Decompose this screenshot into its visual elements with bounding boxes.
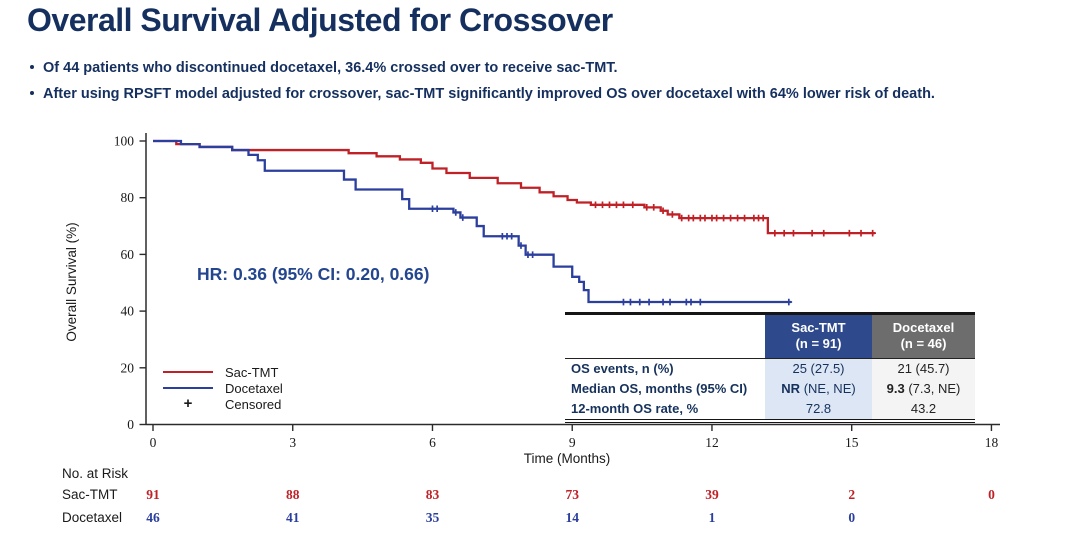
risk-count-sac-tmt: 83 — [425, 487, 440, 502]
y-tick-label: 0 — [127, 417, 134, 432]
legend: Sac-TMT Docetaxel + Censored — [163, 364, 283, 412]
risk-row-label-docetaxel: Docetaxel — [62, 510, 123, 525]
bullet-list: Of 44 patients who discontinued docetaxe… — [30, 60, 935, 111]
legend-item-sac-tmt: Sac-TMT — [163, 364, 283, 380]
page-title: Overall Survival Adjusted for Crossover — [27, 2, 613, 38]
risk-count-docetaxel: 1 — [708, 510, 716, 525]
summary-header-docetaxel: Docetaxel (n = 46) — [872, 315, 975, 358]
km-curve-docetaxel — [153, 139, 792, 304]
x-tick-label: 3 — [289, 435, 296, 450]
arm-name: Docetaxel — [892, 320, 955, 335]
axes — [145, 133, 1000, 426]
summary-cell: 21 (45.7) — [872, 358, 975, 379]
x-axis-title: Time (Months) — [524, 451, 611, 466]
y-tick-label: 20 — [121, 360, 135, 375]
x-tick-label: 12 — [705, 435, 719, 450]
bullet-text: Of 44 patients who discontinued docetaxe… — [43, 60, 618, 76]
risk-count-docetaxel: 0 — [848, 510, 856, 525]
risk-count-sac-tmt: 0 — [988, 487, 995, 502]
risk-count-sac-tmt: 73 — [565, 487, 579, 502]
hr-annotation: HR: 0.36 (95% CI: 0.20, 0.66) — [197, 264, 430, 284]
risk-count-docetaxel: 46 — [146, 510, 160, 525]
y-tick-label: 40 — [121, 304, 135, 319]
y-tick-label: 100 — [114, 134, 135, 149]
censor-marks-sac-tmt — [592, 201, 876, 237]
summary-row: Median OS, months (95% CI) NR (NE, NE) 9.3… — [565, 378, 975, 399]
summary-cell: 9.3 (7.3, NE) — [872, 378, 975, 399]
summary-cell: 43.2 — [872, 398, 975, 419]
summary-cell: 72.8 — [765, 398, 872, 419]
arm-n: (n = 46) — [900, 336, 947, 352]
risk-table-title: No. at Risk — [62, 466, 129, 481]
bullet-text: After using RPSFT model adjusted for cro… — [43, 85, 935, 102]
summary-header-sac-tmt: Sac-TMT (n = 91) — [765, 315, 872, 358]
arm-name: Sac-TMT — [791, 320, 846, 335]
bullet-item: Of 44 patients who discontinued docetaxe… — [30, 60, 935, 77]
legend-label: Sac-TMT — [225, 364, 279, 380]
y-tick-label: 60 — [121, 247, 135, 262]
summary-row: 12-month OS rate, % 72.8 43.2 — [565, 398, 975, 419]
summary-header-empty — [565, 315, 765, 358]
legend-label: Censored — [225, 396, 282, 412]
risk-count-docetaxel: 41 — [285, 510, 300, 525]
os-summary-table: Sac-TMT (n = 91) Docetaxel (n = 46) OS event… — [565, 312, 975, 423]
risk-count-sac-tmt: 2 — [848, 487, 856, 502]
legend-label: Docetaxel — [225, 380, 283, 396]
censored-plus-icon: + — [183, 395, 193, 412]
docetaxel-line-swatch-icon — [163, 386, 213, 390]
x-tick-label: 6 — [429, 435, 436, 450]
summary-row-label: OS events, n (%) — [571, 361, 674, 376]
summary-row-label: 12-month OS rate, % — [571, 401, 699, 416]
summary-header-row: Sac-TMT (n = 91) Docetaxel (n = 46) — [565, 315, 975, 359]
bullet-dot-icon — [30, 65, 34, 69]
risk-count-sac-tmt: 91 — [146, 487, 160, 502]
summary-row: OS events, n (%) 25 (27.5) 21 (45.7) — [565, 358, 975, 379]
x-tick-label: 18 — [985, 435, 999, 450]
legend-item-censored: + Censored — [163, 396, 283, 412]
risk-count-docetaxel: 14 — [565, 510, 579, 525]
summary-cell: 25 (27.5) — [765, 358, 872, 379]
risk-count-docetaxel: 35 — [425, 510, 440, 525]
risk-count-sac-tmt: 88 — [285, 487, 300, 502]
x-tick-label: 9 — [569, 435, 576, 450]
arm-n: (n = 91) — [795, 336, 842, 352]
legend-item-docetaxel: Docetaxel — [163, 380, 283, 396]
bullet-dot-icon — [30, 90, 34, 95]
x-tick-label: 15 — [845, 435, 859, 450]
y-tick-label: 80 — [121, 190, 135, 205]
risk-count-sac-tmt: 39 — [705, 487, 719, 502]
sac-tmt-line-swatch-icon — [163, 370, 213, 374]
x-tick-label: 0 — [150, 435, 157, 450]
km-curve-sac-tmt — [153, 139, 875, 235]
bullet-item: After using RPSFT model adjusted for cro… — [30, 86, 935, 103]
censor-marks-docetaxel — [429, 205, 793, 306]
summary-row-label: Median OS, months (95% CI) — [571, 381, 748, 396]
y-axis-title: Overall Survival (%) — [64, 222, 79, 341]
summary-cell: NR (NE, NE) — [765, 378, 872, 399]
risk-row-label-sac-tmt: Sac-TMT — [62, 487, 118, 502]
